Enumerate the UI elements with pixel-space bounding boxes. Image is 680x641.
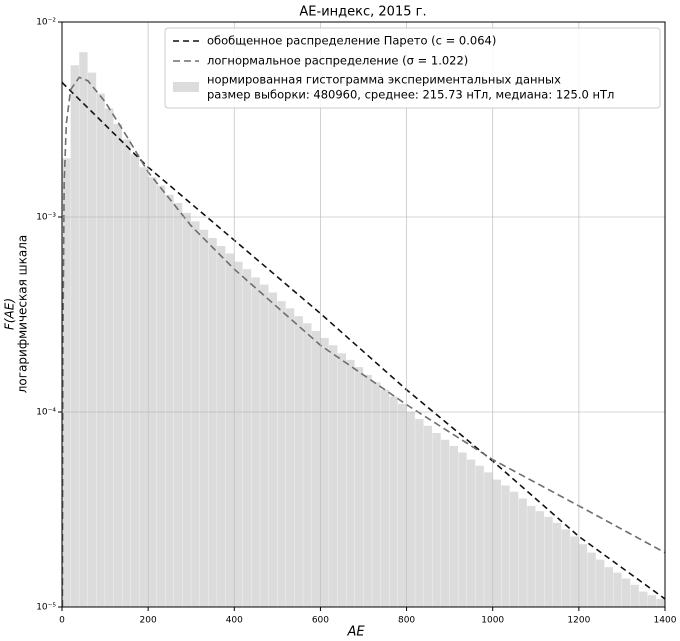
histogram-bar (613, 572, 622, 607)
histogram-bar (441, 439, 450, 607)
histogram-bar (518, 498, 527, 607)
histogram-bar (346, 359, 355, 607)
chart-title: AE-индекс, 2015 г. (299, 5, 426, 20)
plot-area (62, 52, 665, 607)
histogram-bar (501, 485, 510, 607)
plot-frame (61, 21, 666, 608)
histogram-bar (484, 472, 493, 607)
histogram-bar (544, 516, 553, 607)
histogram-bar (113, 123, 122, 607)
histogram-bar (432, 433, 441, 607)
fit-line (62, 76, 665, 607)
legend-swatch (173, 82, 199, 92)
legend-label: нормированная гистограмма эксперименталь… (207, 73, 561, 87)
y-axis-label: F(AE) (3, 298, 17, 330)
histogram-bar (621, 578, 631, 607)
histogram-bar (458, 452, 467, 607)
histogram-bar (354, 367, 364, 607)
histogram-bar (62, 158, 71, 607)
histogram-bar (234, 261, 243, 607)
x-tick-label: 400 (226, 616, 243, 626)
histogram-bar (561, 529, 570, 607)
histogram-bar (475, 465, 484, 607)
histogram-bar (337, 353, 346, 607)
histogram-bar (656, 598, 665, 607)
legend: обобщенное распределение Парето (c = 0.0… (164, 27, 661, 109)
histogram-bar (527, 505, 536, 607)
histogram-bar (260, 284, 269, 607)
histogram-bar (466, 459, 476, 607)
histogram-bar (397, 403, 407, 607)
x-tick-label: 0 (59, 616, 65, 626)
histogram-bar (182, 212, 191, 607)
legend-label: обобщенное распределение Парето (c = 0.0… (207, 34, 496, 48)
histogram-bar (311, 331, 321, 607)
histogram-bar (277, 301, 286, 607)
histogram-bar (553, 522, 562, 607)
x-tick-label: 1200 (567, 616, 590, 626)
histogram-bar (70, 65, 79, 607)
histogram-bar (596, 559, 605, 607)
histogram-bar (217, 246, 226, 607)
legend-box (164, 27, 661, 109)
histogram-bar (87, 72, 97, 607)
histogram-bar (303, 323, 312, 607)
histogram-bar (79, 52, 88, 607)
x-tick-label: 600 (312, 616, 329, 626)
x-tick-label: 800 (398, 616, 415, 626)
histogram-bar (389, 396, 398, 607)
y-tick-label: 10⁻⁵ (36, 603, 56, 613)
histogram-bar (639, 591, 648, 607)
histogram-bar (587, 552, 596, 607)
histogram-bar (630, 584, 639, 607)
histogram-bar (251, 277, 260, 607)
histogram-bar (406, 412, 415, 607)
histogram-bar (647, 595, 657, 607)
legend-label: размер выборки: 480960, среднее: 215.73 … (207, 88, 614, 102)
histogram-bar (285, 308, 295, 607)
histogram-bar (372, 382, 381, 607)
histogram-bar (604, 567, 614, 607)
histogram-bar (173, 202, 183, 607)
histogram-bar (148, 177, 157, 607)
histogram-bar (329, 345, 338, 607)
histogram-bar (535, 511, 545, 607)
histogram-bar (139, 167, 148, 607)
histogram-bar (191, 221, 200, 607)
x-tick-label: 1000 (481, 616, 504, 626)
histogram-bar (509, 491, 519, 607)
histogram-bar (320, 337, 329, 607)
histogram-bar (156, 185, 166, 607)
histogram-bar (96, 93, 105, 607)
histogram-bar (268, 292, 278, 607)
x-axis-label: AE (346, 625, 365, 640)
x-tick-label: 200 (140, 616, 157, 626)
histogram-bar (423, 425, 433, 607)
histogram-bar (578, 544, 588, 607)
histogram-bar (208, 238, 217, 607)
fit-line (62, 81, 665, 600)
histogram-bar (380, 389, 390, 607)
histogram-bar (122, 139, 131, 607)
histogram-bar (242, 269, 252, 607)
y-axis-label: логарифмическая шкала (16, 235, 30, 394)
histogram-bar (415, 419, 424, 607)
y-tick-label: 10⁻⁴ (36, 408, 56, 418)
histogram-bar (225, 253, 234, 607)
y-tick-label: 10⁻² (36, 18, 56, 28)
histogram-bar (449, 445, 458, 607)
histogram-bar (130, 154, 140, 607)
x-tick-label: 1400 (654, 616, 677, 626)
histogram-bar (165, 194, 174, 607)
histogram-bar (570, 536, 579, 607)
legend-label: логнормальное распределение (σ = 1.022) (207, 54, 468, 68)
histogram-bar (199, 229, 209, 607)
y-tick-label: 10⁻³ (36, 213, 56, 223)
histogram-bar (492, 479, 502, 607)
histogram-bar (294, 316, 303, 607)
histogram-bar (105, 108, 114, 607)
histogram-bar (363, 374, 372, 607)
